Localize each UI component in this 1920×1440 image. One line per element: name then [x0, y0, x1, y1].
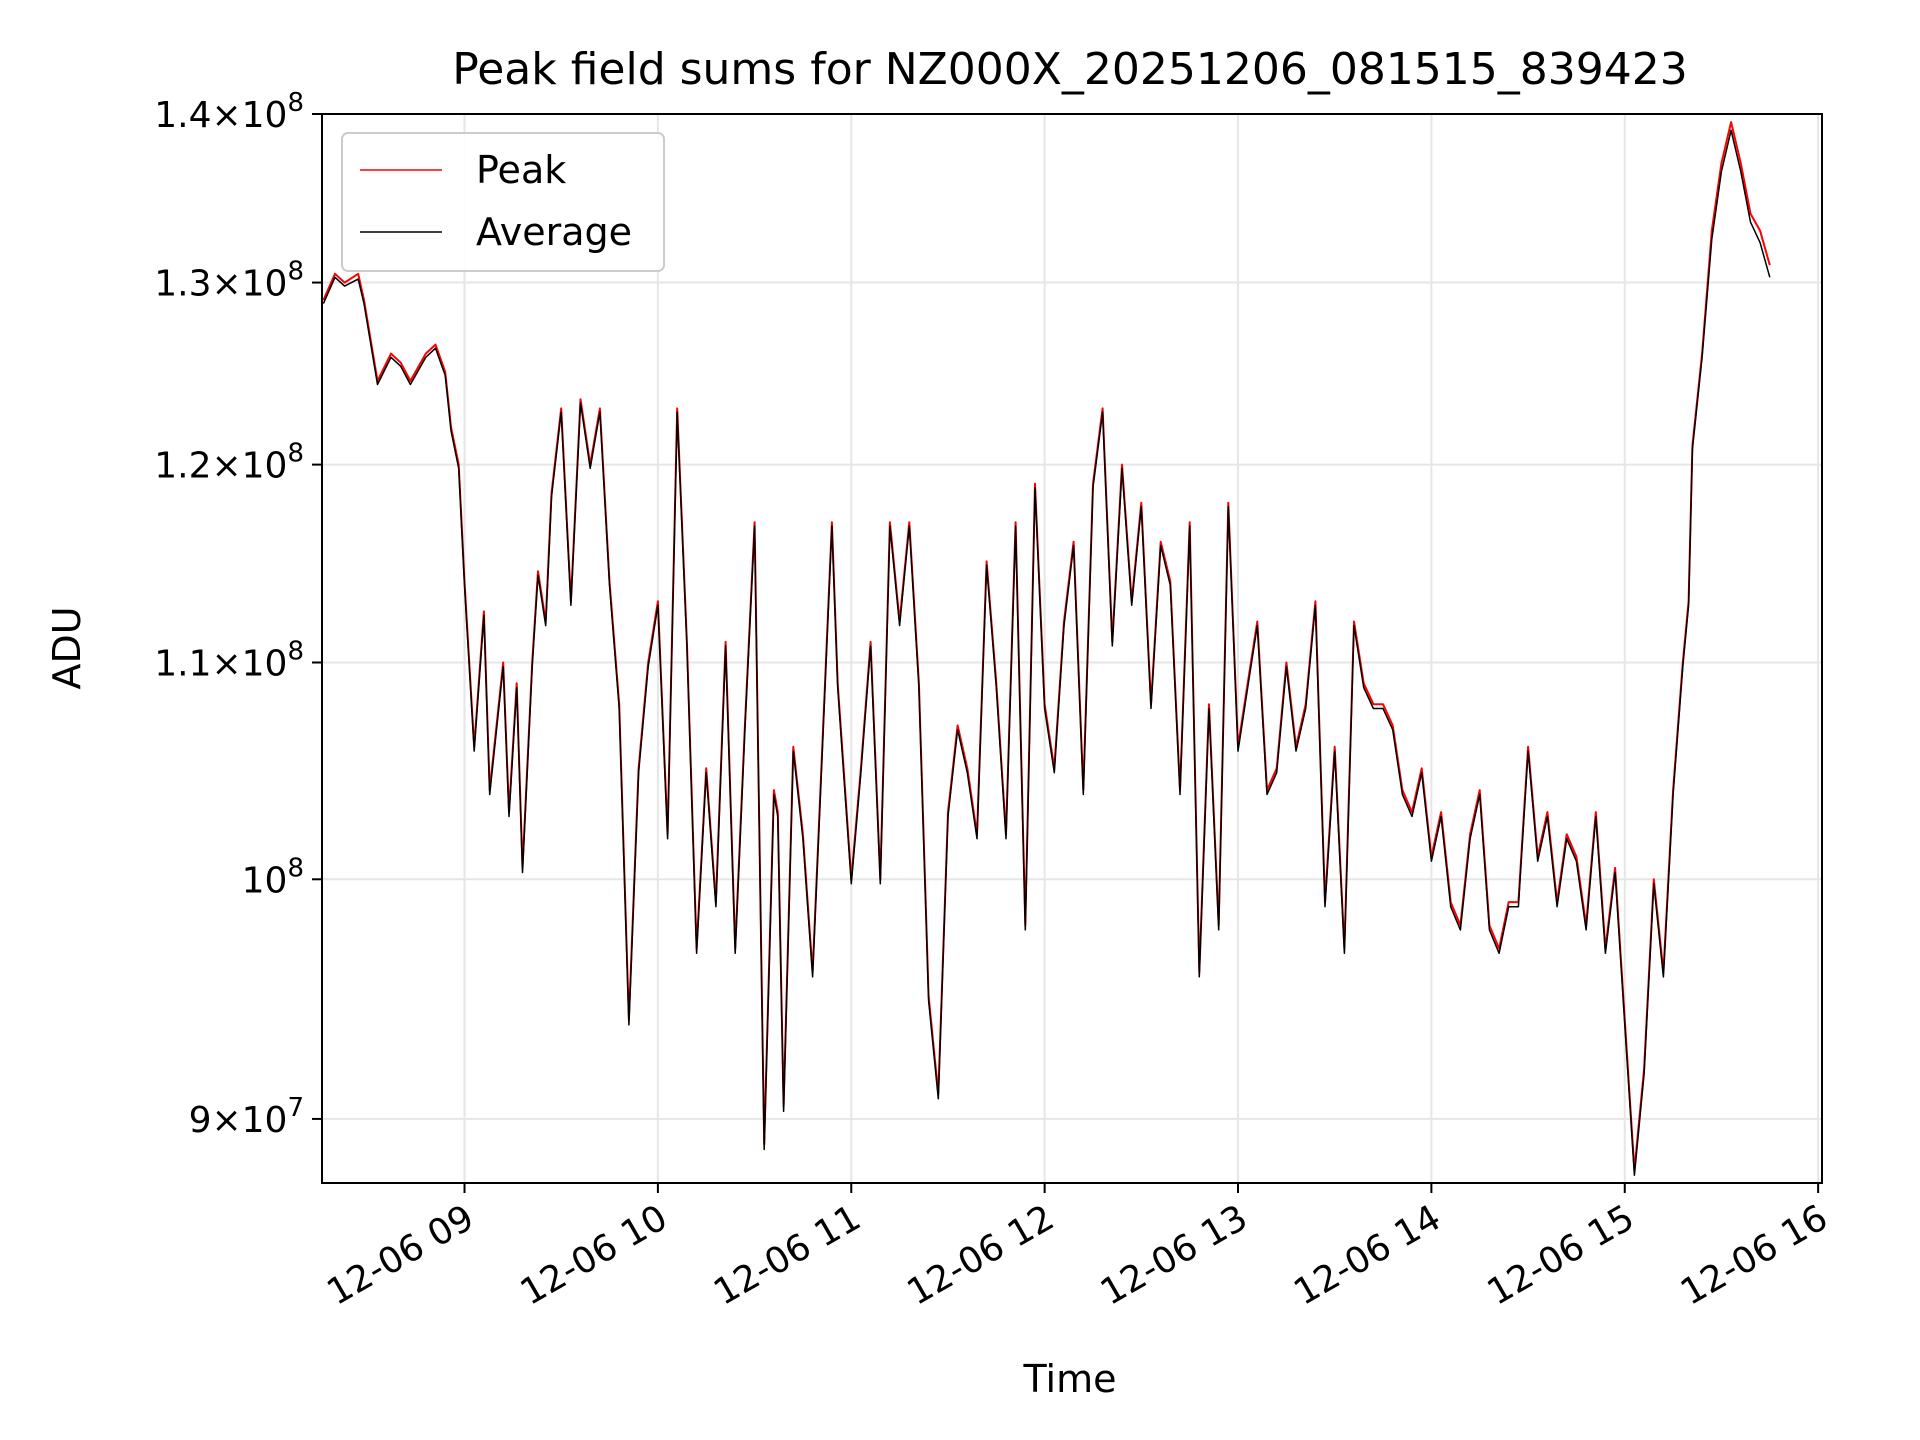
legend-average-label: Average: [476, 210, 632, 254]
chart-title: Peak field sums for NZ000X_20251206_0815…: [452, 44, 1688, 95]
plot-lines: [322, 121, 1771, 1176]
legend-peak-label: Peak: [476, 148, 566, 192]
plot-frame: [321, 113, 1823, 1184]
y-tick-label: 1.3×108: [154, 257, 304, 305]
y-tick-label: 1.1×108: [154, 637, 304, 685]
x-axis-label: Time: [1023, 1357, 1117, 1401]
y-tick-label: 1.4×108: [154, 88, 304, 136]
legend: Peak Average: [341, 132, 665, 272]
legend-box: [341, 132, 665, 272]
series-line-average: [322, 129, 1771, 1176]
y-tick-label: 9×107: [189, 1093, 304, 1141]
y-tick-label: 1.2×108: [154, 439, 304, 487]
y-axis-label: ADU: [45, 606, 89, 689]
